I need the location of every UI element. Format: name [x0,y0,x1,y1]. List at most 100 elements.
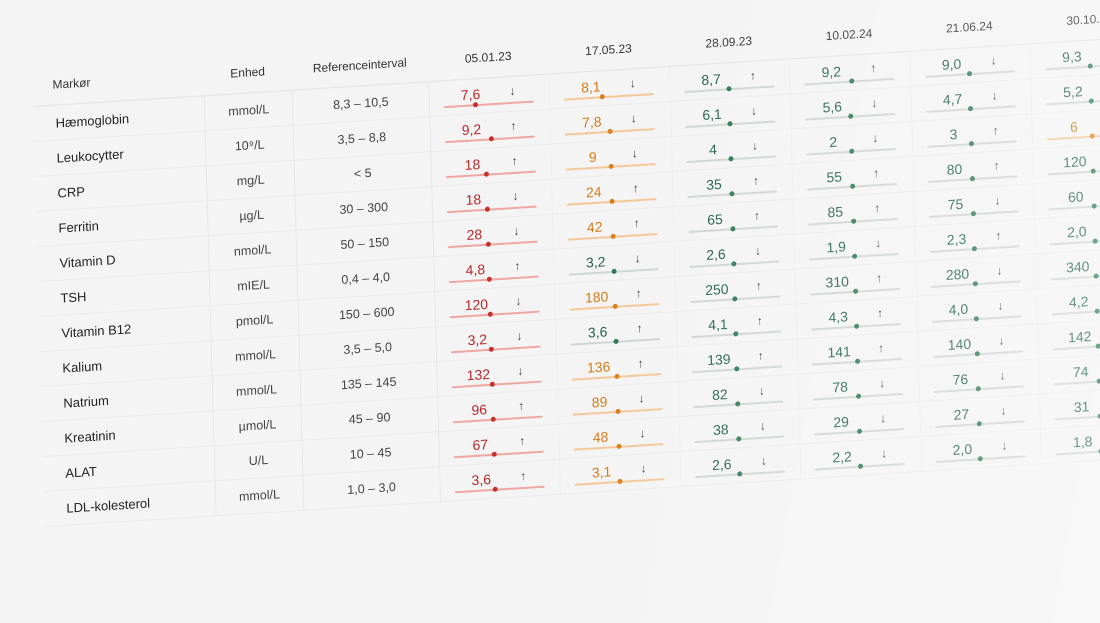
range-position-marker [726,86,732,92]
trend-arrow-icon: ↓ [880,446,888,461]
result-value: 340 [1065,257,1090,276]
range-position-marker [615,408,621,415]
range-position-marker [492,486,498,492]
reference-interval: 1,0 – 3,0 [302,466,441,511]
range-position-marker [856,428,862,434]
result-cell-content: 142↑ [1038,317,1100,359]
trend-arrow-icon: ↑ [870,60,877,76]
range-position-marker [472,102,478,108]
trend-arrow-icon: ↓ [997,298,1004,313]
trend-arrow-icon: ↓ [631,146,638,161]
result-cell[interactable]: 60↓ [1033,176,1100,219]
trend-arrow-icon: ↑ [519,468,527,484]
trend-arrow-icon: ↑ [873,201,881,216]
trend-arrow-icon: ↓ [994,193,1001,208]
trend-arrow-icon: ↑ [877,341,885,356]
result-cell-content: 3,1 ↓ [560,452,680,494]
result-cell[interactable]: 74↓ [1038,351,1100,394]
range-position-marker [855,393,861,399]
range-position-marker [731,261,737,267]
range-position-marker [1090,168,1096,174]
trend-arrow-icon: ↑ [752,173,760,188]
trend-arrow-icon: ↑ [993,158,1000,173]
range-position-marker [857,463,863,469]
trend-arrow-icon: ↓ [760,453,767,469]
result-cell[interactable]: 340↑ [1035,246,1100,289]
trend-arrow-icon: ↑ [636,321,643,336]
result-value: 142 [1067,328,1092,346]
result-cell-content: 2,0↓ [921,429,1041,471]
range-position-marker [736,436,742,442]
result-cell[interactable]: 2,0↓ [1034,211,1100,254]
result-cell[interactable]: 1,8↓ [1040,421,1100,464]
result-cell[interactable]: 142↑ [1037,316,1100,359]
trend-arrow-icon: ↓ [874,236,882,251]
trend-arrow-icon: ↓ [516,328,523,344]
marker-unit: mIE/L [209,265,298,306]
range-position-marker [848,113,854,119]
result-cell-content: 2,0↓ [1035,212,1100,254]
range-position-marker [978,456,984,462]
result-cell[interactable]: 5,2↑ [1031,71,1100,114]
result-cell[interactable]: 4,2↑ [1036,281,1100,324]
trend-arrow-icon: ↑ [992,123,999,138]
marker-unit: mmol/L [211,335,300,376]
range-position-marker [850,218,857,224]
range-position-marker [737,471,743,477]
marker-unit: nmol/L [208,230,297,271]
trend-arrow-icon: ↑ [637,356,644,371]
range-position-marker [735,401,741,407]
trend-arrow-icon: ↓ [1000,403,1007,418]
range-position-marker [617,478,623,485]
trend-arrow-icon: ↑ [757,348,764,364]
trend-arrow-icon: ↓ [996,263,1003,278]
result-cell[interactable]: 3,1 ↓ [559,451,681,495]
marker-unit: 10⁹/L [205,125,295,166]
trend-arrow-icon: ↓ [512,188,519,204]
range-position-marker [729,191,735,197]
trend-arrow-icon: ↓ [871,131,879,146]
lab-results-table: Markør Enhed Referenceinterval 05.01.23 … [32,0,1100,527]
range-position-marker [975,351,981,357]
range-position-marker [1091,203,1097,209]
range-position-marker [853,323,859,329]
range-position-marker [852,288,859,294]
column-header-date[interactable]: 30.10.24 [1028,0,1100,44]
result-cell[interactable]: 6↑ [1031,106,1100,149]
trend-arrow-icon: ↓ [509,83,516,99]
result-cell[interactable]: 2,2 ↓ [800,436,922,480]
range-position-marker [732,296,738,302]
trend-arrow-icon: ↓ [999,368,1006,383]
range-position-marker [854,358,860,364]
trend-arrow-icon: ↑ [749,68,757,83]
trend-arrow-icon: ↑ [876,306,884,321]
trend-arrow-icon: ↓ [517,363,524,379]
range-position-marker [848,148,855,154]
range-position-marker [487,311,493,317]
range-position-marker [609,198,615,205]
result-cell[interactable]: 2,6 ↓ [679,444,802,487]
marker-unit: mg/L [206,160,295,201]
trend-arrow-icon: ↓ [758,383,765,399]
result-value: 4,2 [1068,293,1089,311]
range-position-marker [608,163,614,170]
column-header-unit[interactable]: Enhed [203,49,293,96]
range-position-marker [489,381,495,387]
result-cell-content: 340↑ [1036,247,1100,289]
result-cell-content: 60↓ [1034,177,1100,219]
result-cell[interactable]: 2,0↓ [920,428,1042,472]
range-position-marker [727,121,733,127]
result-cell[interactable]: 3,6 ↑ [439,459,561,502]
range-position-marker [488,136,495,142]
range-position-marker [1096,378,1100,384]
trend-arrow-icon: ↑ [875,271,883,286]
trend-arrow-icon: ↓ [515,293,522,309]
result-cell[interactable]: 120↑ [1032,141,1100,184]
range-position-marker [970,175,976,182]
result-cell-content: 4,2↑ [1037,282,1100,324]
range-position-marker [848,78,854,84]
result-value: 2,0 [1066,223,1087,241]
result-cell[interactable]: 9,3↑ [1030,36,1100,79]
result-cell[interactable]: 31↑ [1039,386,1100,429]
